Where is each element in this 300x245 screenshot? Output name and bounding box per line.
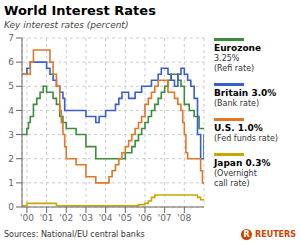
svg-text:'01: '01 (40, 213, 54, 223)
svg-text:'00: '00 (20, 213, 34, 223)
svg-text:6: 6 (8, 57, 14, 67)
svg-text:3: 3 (8, 130, 14, 140)
html-text:R: R (243, 229, 250, 239)
html-text:(Bank rate): (Bank rate) (214, 99, 260, 108)
html-text:World Interest Rates: World Interest Rates (4, 3, 156, 18)
html-text:U.S. 1.0%: U.S. 1.0% (214, 123, 263, 133)
svg-text:'07: '07 (158, 213, 172, 223)
html-text:(Fed funds rate): (Fed funds rate) (214, 134, 278, 143)
svg-text:'06: '06 (138, 213, 152, 223)
svg-text:4: 4 (8, 106, 14, 116)
html-text:Eurozone: Eurozone (214, 43, 262, 53)
html-text:call rate): call rate) (214, 179, 250, 188)
html-text:Britain 3.0%: Britain 3.0% (214, 88, 277, 98)
html-text:Sources: National/EU central b: Sources: National/EU central banks (4, 229, 145, 239)
svg-text:'05: '05 (118, 213, 132, 223)
svg-text:'02: '02 (59, 213, 73, 223)
html-text:(Overnight: (Overnight (214, 169, 257, 178)
svg-text:2: 2 (8, 154, 14, 164)
html-text:Key interest rates (percent): Key interest rates (percent) (4, 20, 129, 30)
svg-text:'04: '04 (99, 213, 113, 223)
html-text:(Refi rate): (Refi rate) (214, 64, 255, 73)
html-text:Japan 0.3%: Japan 0.3% (214, 158, 271, 168)
svg-text:0: 0 (8, 202, 14, 212)
svg-text:'03: '03 (79, 213, 93, 223)
svg-text:1: 1 (8, 178, 14, 188)
html-text:3.25%: 3.25% (214, 54, 240, 63)
svg-text:5: 5 (8, 81, 14, 91)
html-text:REUTERS: REUTERS (255, 229, 296, 239)
svg-text:'08: '08 (177, 213, 191, 223)
svg-text:7: 7 (8, 33, 14, 43)
